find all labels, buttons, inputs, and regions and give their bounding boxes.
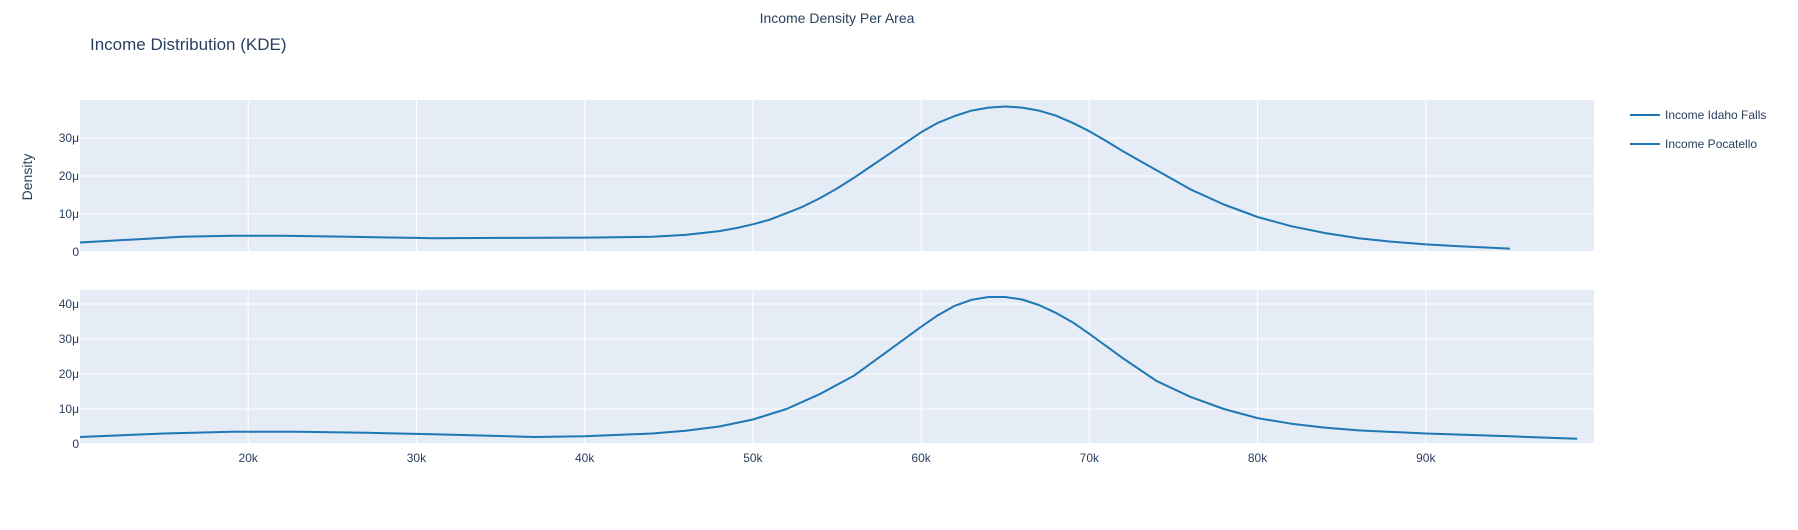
y-tick-label: 20μ (59, 169, 79, 183)
legend[interactable]: Income Idaho Falls Income Pocatello (1630, 108, 1766, 151)
subplot-1: 0 10μ 20μ 30μ (59, 100, 1594, 259)
y-tick-label: 20μ (59, 367, 79, 381)
legend-item[interactable]: Income Pocatello (1630, 137, 1757, 151)
y-tick-label: 10μ (59, 402, 79, 416)
x-tick-label: 40k (575, 451, 595, 465)
legend-label: Income Idaho Falls (1665, 108, 1766, 122)
x-tick-label: 70k (1080, 451, 1100, 465)
y-tick-label: 30μ (59, 131, 79, 145)
y-tick-label: 30μ (59, 332, 79, 346)
legend-label: Income Pocatello (1665, 137, 1757, 151)
legend-item[interactable]: Income Idaho Falls (1630, 108, 1766, 122)
y-tick-label: 10μ (59, 207, 79, 221)
x-tick-label: 60k (911, 451, 931, 465)
y-tick-label: 40μ (59, 297, 79, 311)
plot-panels: 0 10μ 20μ 30μ 0 10μ 20μ 30μ 40μ 20k 30k 40k 50k 60k 70… (59, 100, 1594, 465)
chart-title: Income Distribution (KDE) (90, 35, 287, 54)
y-tick-label: 0 (72, 245, 79, 259)
y-tick-label: 0 (72, 437, 79, 451)
kde-line-1[interactable] (79, 105, 1510, 250)
x-tick-label: 50k (743, 451, 763, 465)
chart-subtitle: Income Density Per Area (760, 10, 915, 26)
kde-line-2[interactable] (79, 296, 1578, 440)
x-tick-label: 90k (1416, 451, 1436, 465)
plot-background (80, 290, 1594, 444)
x-tick-label: 20k (239, 451, 259, 465)
x-tick-label: 80k (1248, 451, 1268, 465)
subplot-2: 0 10μ 20μ 30μ 40μ 20k 30k 40k 50k 60k 70k 80k 90k (59, 290, 1594, 465)
y-axis-label: Density (19, 154, 35, 201)
x-tick-label: 30k (407, 451, 427, 465)
